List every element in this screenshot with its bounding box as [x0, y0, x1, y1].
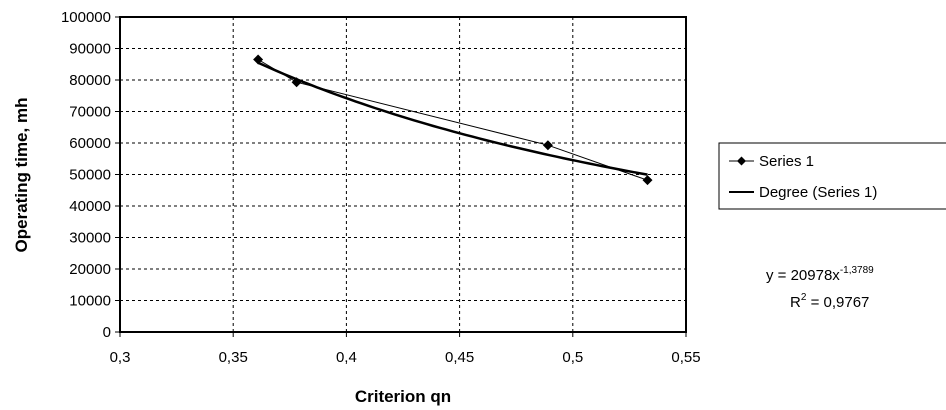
legend: Series 1 Degree (Series 1) [718, 142, 946, 210]
x-axis-title: Criterion qn [355, 387, 451, 406]
equation-line: y = 20978x-1,3789 [766, 265, 874, 284]
x-tick-label: 0,4 [336, 349, 357, 366]
r-squared-prefix: R [790, 294, 801, 311]
x-tick-label: 0,5 [562, 349, 583, 366]
x-tick-label: 0,3 [110, 349, 131, 366]
y-tick-label: 100000 [61, 9, 111, 26]
x-tick-label: 0,55 [671, 349, 700, 366]
y-tick-label: 0 [103, 324, 111, 341]
x-tick-label: 0,35 [219, 349, 248, 366]
trend-equation: y = 20978x-1,3789 R2 = 0,9767 [766, 265, 874, 311]
series1-line [257, 59, 648, 181]
legend-series1-marker [737, 156, 746, 166]
grid-lines [120, 17, 686, 332]
series1-point [291, 77, 302, 88]
y-axis-title: Operating time, mh [12, 98, 31, 253]
y-tick-label: 70000 [69, 104, 111, 121]
series1-point [542, 140, 553, 151]
y-tick-label: 90000 [69, 41, 111, 58]
y-axis-ticks: 0 10000 20000 30000 40000 50000 60000 70000 8000… [61, 9, 120, 341]
y-tick-label: 20000 [69, 261, 111, 278]
legend-trend-label: Degree (Series 1) [759, 184, 877, 201]
legend-series1-label: Series 1 [759, 153, 814, 170]
trend-line [257, 61, 648, 176]
x-tick-label: 0,45 [445, 349, 474, 366]
x-axis-ticks: 0,3 0,35 0,4 0,45 0,5 0,55 [110, 332, 701, 366]
equation-lhs: y = 20978x [766, 267, 840, 284]
y-tick-label: 40000 [69, 198, 111, 215]
r-squared-value: = 0,9767 [806, 294, 869, 311]
y-tick-label: 10000 [69, 293, 111, 310]
equation-exponent: -1,3789 [840, 265, 874, 276]
trend-layer [257, 61, 648, 176]
series-layer [253, 54, 653, 186]
y-tick-label: 80000 [69, 72, 111, 89]
r-squared-power: 2 [801, 292, 807, 303]
series1-point [642, 175, 653, 186]
y-tick-label: 60000 [69, 135, 111, 152]
y-tick-label: 30000 [69, 230, 111, 247]
series1-point [253, 54, 264, 65]
legend-box [718, 142, 946, 210]
y-tick-label: 50000 [69, 167, 111, 184]
r-squared-line: R2 = 0,9767 [790, 292, 869, 311]
